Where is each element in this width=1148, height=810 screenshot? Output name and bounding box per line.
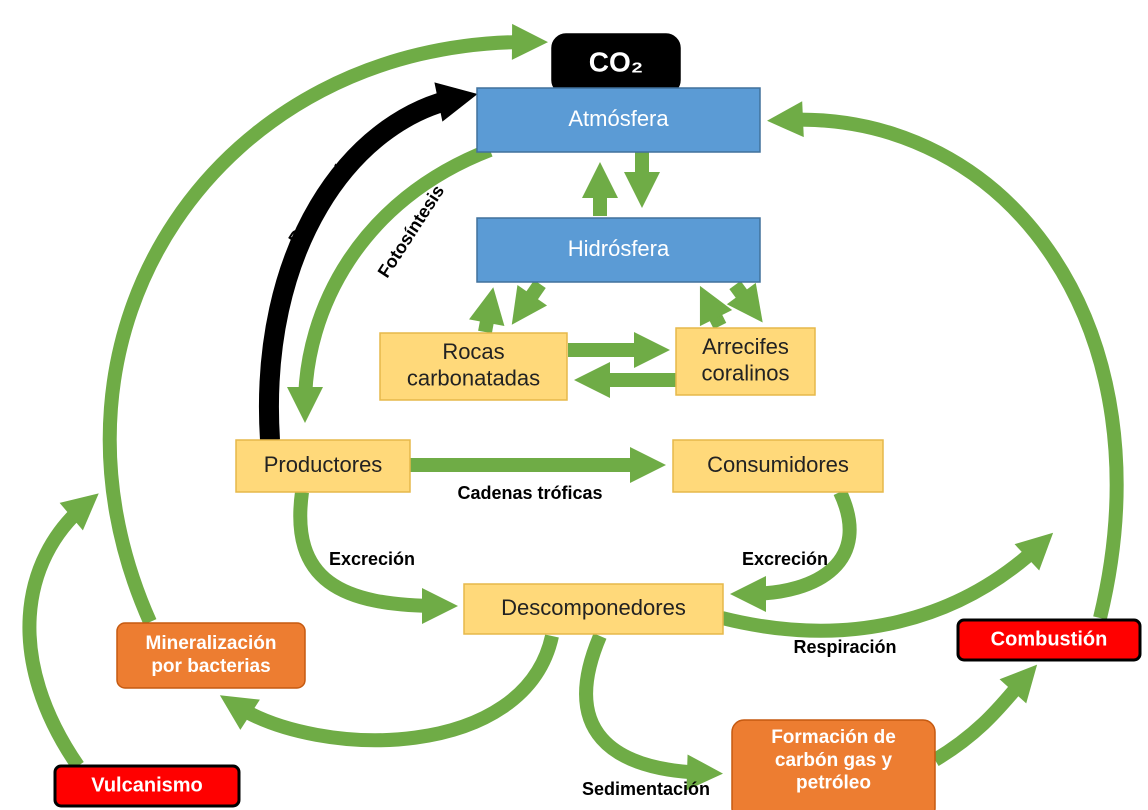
node-co2: CO₂: [551, 33, 681, 95]
node-label: Productores: [264, 452, 383, 477]
arrow: [22, 493, 99, 770]
node-descomponedores: Descomponedores: [463, 583, 724, 635]
node-label: Combustión: [991, 628, 1108, 650]
arrow: [579, 633, 723, 791]
node-box: [116, 622, 306, 689]
edge-label: Cadenas tróficas: [457, 483, 602, 503]
node-box: [675, 327, 816, 396]
arrow: [293, 491, 458, 624]
arrow: [767, 101, 1124, 620]
node-label: CO₂: [589, 46, 643, 77]
node-atmosfera: Atmósfera: [476, 87, 761, 153]
edge-label: Sedimentación: [582, 779, 710, 799]
arrow: [102, 23, 548, 625]
node-box: [476, 87, 761, 153]
node-label: petróleo: [796, 773, 871, 794]
arrow: [730, 489, 857, 612]
edge-label: Excreción: [742, 549, 828, 569]
arrow: [469, 287, 505, 334]
node-productores: Productores: [235, 439, 411, 493]
arrow: [511, 280, 548, 325]
edge-label: Respiración: [285, 151, 358, 248]
node-box: [476, 217, 761, 283]
node-box: [956, 618, 1142, 662]
node-label: carbonatadas: [407, 366, 540, 391]
node-box: [672, 439, 884, 493]
arrows: [22, 23, 1124, 791]
node-combustion: Combustión: [956, 618, 1142, 662]
node-label: Descomponedores: [501, 595, 686, 620]
node-label: por bacterias: [151, 656, 270, 677]
node-label: coralinos: [701, 361, 789, 386]
arrow: [720, 532, 1054, 638]
node-label: Arrecifes: [702, 334, 789, 359]
arrow: [726, 280, 763, 323]
arrow: [931, 664, 1038, 767]
arrow: [287, 143, 493, 423]
node-hidrosfera: Hidrósfera: [476, 217, 761, 283]
node-label: Rocas: [442, 339, 504, 364]
node-consumidores: Consumidores: [672, 439, 884, 493]
edge-label: Excreción: [329, 549, 415, 569]
node-label: carbón gas y: [775, 750, 893, 771]
node-label: Vulcanismo: [91, 774, 203, 796]
arrow: [259, 82, 478, 441]
node-label: Consumidores: [707, 452, 849, 477]
node-box: [53, 764, 241, 808]
node-box: [235, 439, 411, 493]
node-label: Mineralización: [146, 633, 277, 654]
node-box: [463, 583, 724, 635]
arrow: [699, 285, 733, 330]
node-label: Atmósfera: [568, 106, 669, 131]
node-box: [379, 332, 568, 401]
node-vulcanismo: Vulcanismo: [53, 764, 241, 808]
node-label: Hidrósfera: [568, 236, 670, 261]
node-box: [731, 719, 936, 810]
node-label: Formación de: [771, 727, 896, 748]
edge-label: Respiración: [793, 637, 896, 657]
arrow: [219, 634, 559, 748]
